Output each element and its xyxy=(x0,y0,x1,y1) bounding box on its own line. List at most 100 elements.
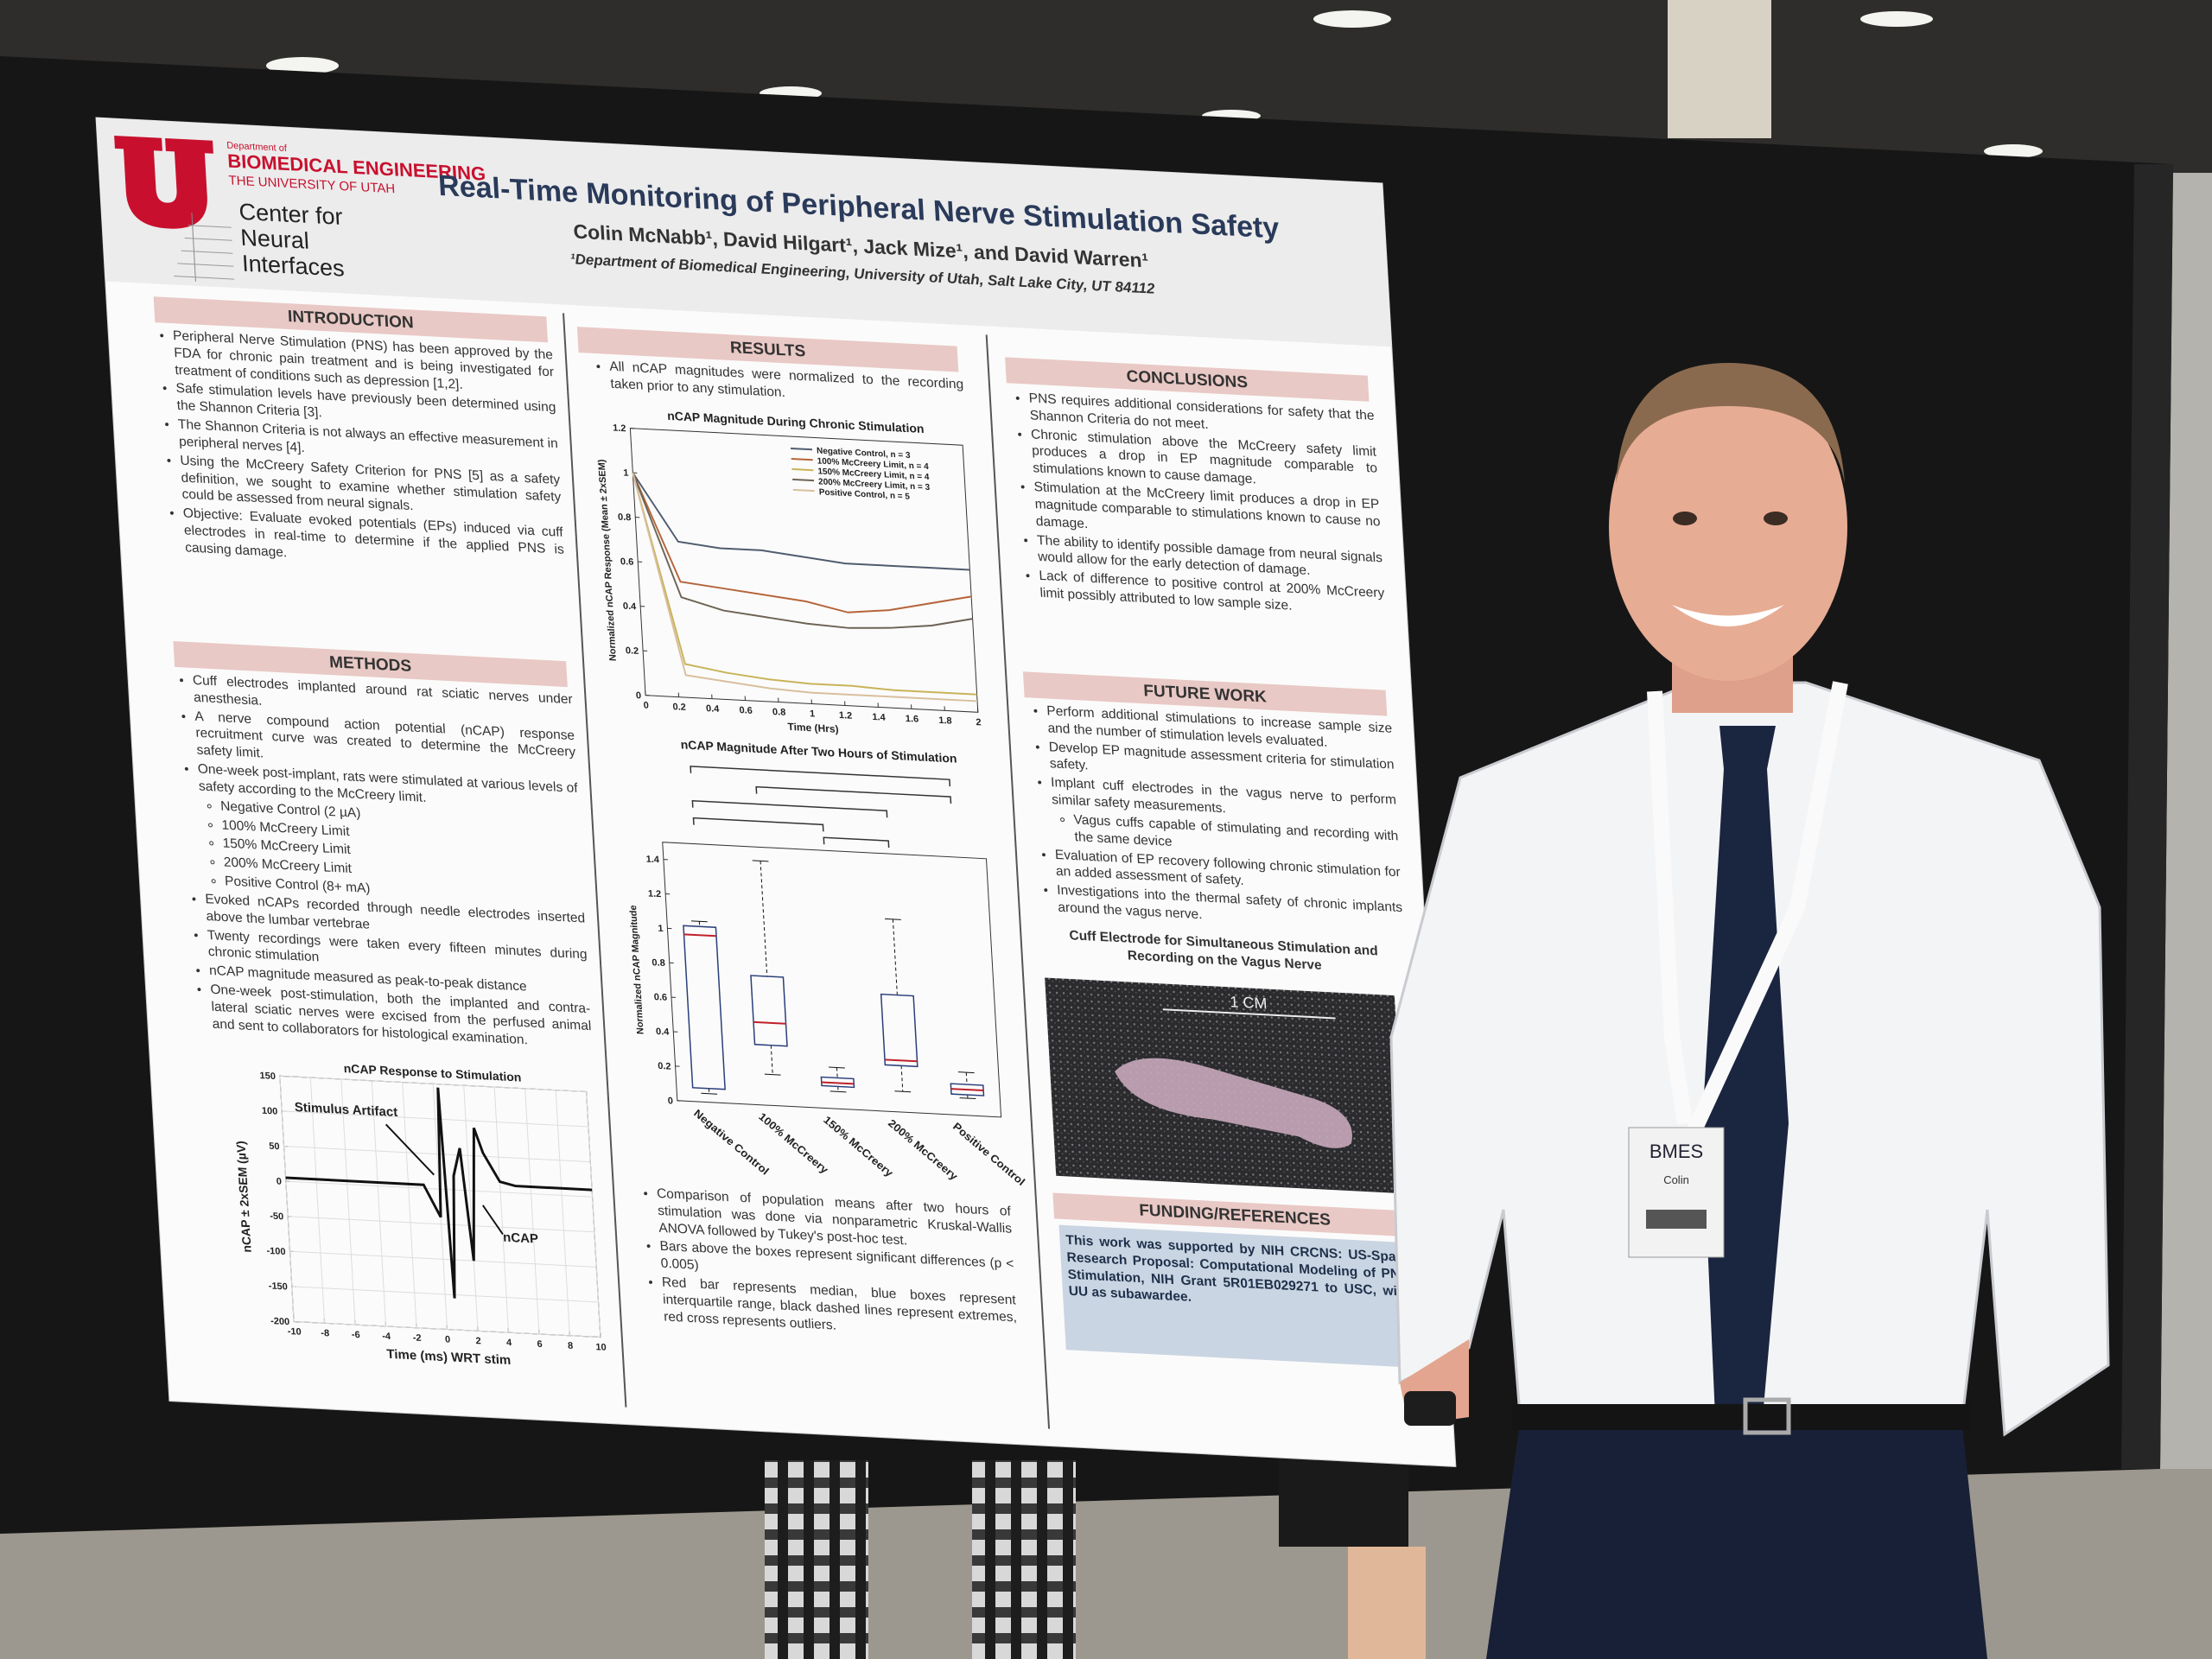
column-rule xyxy=(563,313,627,1408)
median xyxy=(821,1081,855,1085)
whisker xyxy=(892,918,898,995)
x-tick-label: 1.4 xyxy=(872,712,887,723)
logo-rule xyxy=(191,213,196,282)
whisker-cap xyxy=(764,1073,781,1076)
grid-line xyxy=(463,1085,479,1332)
university-logo xyxy=(114,135,213,229)
x-tick-label: 0.4 xyxy=(706,703,721,715)
poster-header-band xyxy=(96,118,1392,347)
belt-buckle xyxy=(1743,1397,1791,1435)
series-line xyxy=(632,472,970,571)
series-line xyxy=(632,472,973,629)
series-line xyxy=(632,472,977,696)
section-heading-bg xyxy=(1005,357,1370,402)
y-tick-label: 0.2 xyxy=(658,1061,671,1072)
x-tick-label: -8 xyxy=(321,1328,329,1338)
grid-line xyxy=(283,1146,591,1163)
column-rule xyxy=(985,334,1051,1429)
y-tick-label: 0 xyxy=(276,1177,282,1187)
bullet-list: Comparison of population means after two… xyxy=(639,1185,1019,1344)
box xyxy=(683,925,726,1090)
board-frame xyxy=(2121,164,2173,1469)
trace xyxy=(285,1087,593,1299)
x-tick-label: 1 xyxy=(810,709,816,719)
section-heading-bg xyxy=(153,296,549,343)
text-body: Peripheral Nerve Stimulation (PNS) has b… xyxy=(156,327,566,575)
y-axis-label: nCAP ± 2xSEM (µV) xyxy=(233,1141,253,1253)
section-heading-bg xyxy=(1022,671,1388,716)
x-tick-label: 0.8 xyxy=(772,707,786,718)
whisker-cap xyxy=(829,1066,845,1069)
badge-org: BMES xyxy=(1649,1141,1703,1162)
funding-box xyxy=(1058,1224,1421,1369)
annotation: nCAP xyxy=(503,1230,539,1247)
whisker-cap xyxy=(830,1090,847,1093)
badge-name: Colin xyxy=(1663,1173,1689,1186)
bullet-list: Peripheral Nerve Stimulation (PNS) has b… xyxy=(156,327,566,575)
bullet-list: PNS requires additional considerations f… xyxy=(1011,390,1386,620)
center-name: Center for xyxy=(238,199,344,230)
watch xyxy=(1404,1391,1456,1426)
center-name: Interfaces xyxy=(241,251,345,282)
y-tick-label: 0.8 xyxy=(652,957,665,969)
significance-bar xyxy=(691,799,888,818)
x-tick-label: 2 xyxy=(475,1336,481,1346)
head xyxy=(1609,373,1847,681)
y-tick-label: 1.2 xyxy=(648,888,662,899)
box xyxy=(880,993,918,1068)
y-tick-label: 0.4 xyxy=(623,601,638,613)
y-tick-label: 150 xyxy=(259,1071,276,1082)
text-body: Perform additional stimulations to incre… xyxy=(1029,702,1404,934)
whisker xyxy=(836,1067,838,1078)
text-block: PNS requires additional considerations f… xyxy=(1011,390,1389,683)
logo-lines xyxy=(174,225,235,280)
x-axis-label: Time (Hrs) xyxy=(787,721,839,735)
grid-line xyxy=(279,1075,587,1092)
whisker xyxy=(900,1065,904,1092)
y-tick-label: 0.6 xyxy=(620,556,634,568)
legend-swatch xyxy=(791,457,813,461)
text-block: Comparison of population means after two… xyxy=(639,1185,1020,1376)
pillar xyxy=(1668,0,1771,138)
scale-bar xyxy=(1162,1008,1336,1020)
text-body: Comparison of population means after two… xyxy=(639,1185,1019,1344)
bullet: One-week post-implant, rats were stimula… xyxy=(197,761,584,909)
bullet-list: Perform additional stimulations to incre… xyxy=(1029,702,1404,934)
section-heading-bg xyxy=(1052,1192,1417,1237)
lanyard xyxy=(1647,690,1693,1125)
text-block: Perform additional stimulations to incre… xyxy=(1029,702,1405,944)
grid-line xyxy=(291,1286,599,1303)
grid-line xyxy=(524,1088,540,1334)
text-body: Cuff electrodes implanted around rat sci… xyxy=(175,671,593,1052)
whisker-cap xyxy=(690,920,708,923)
text-block: Cuff electrodes implanted around rat sci… xyxy=(175,671,593,1062)
x-tick-label: 0 xyxy=(643,701,649,711)
x-tick-label: 1.2 xyxy=(839,710,853,721)
badge xyxy=(1628,1127,1725,1258)
grid-line xyxy=(279,1076,295,1322)
grid-line xyxy=(555,1090,570,1336)
grid-line xyxy=(586,1091,601,1338)
series-line xyxy=(632,472,972,613)
text-block: Peripheral Nerve Stimulation (PNS) has b… xyxy=(156,327,570,657)
ceiling-lights xyxy=(266,10,2043,158)
significance-bar xyxy=(823,836,890,849)
bullet-list: Cuff electrodes implanted around rat sci… xyxy=(175,671,593,1052)
eye xyxy=(1673,512,1697,525)
sub-list: Negative Control (2 µA)100% McCreery Lim… xyxy=(200,797,585,908)
median xyxy=(884,1058,918,1063)
person: BMES Colin xyxy=(1389,363,2110,1659)
x-tick-label: 0 xyxy=(445,1334,451,1344)
section-heading: METHODS xyxy=(329,653,412,676)
y-tick-label: 50 xyxy=(269,1141,280,1153)
x-tick-label: 2 xyxy=(976,717,982,728)
whisker-cap xyxy=(957,1071,975,1074)
y-tick-label: 1.2 xyxy=(613,423,626,435)
y-tick-label: -100 xyxy=(266,1246,286,1257)
whisker-cap xyxy=(894,1090,912,1093)
grid-line xyxy=(309,1077,326,1324)
legend-swatch xyxy=(791,448,813,451)
whisker-cap xyxy=(884,918,901,920)
badge-barcode xyxy=(1646,1210,1707,1229)
whisker-cap xyxy=(701,1092,718,1095)
